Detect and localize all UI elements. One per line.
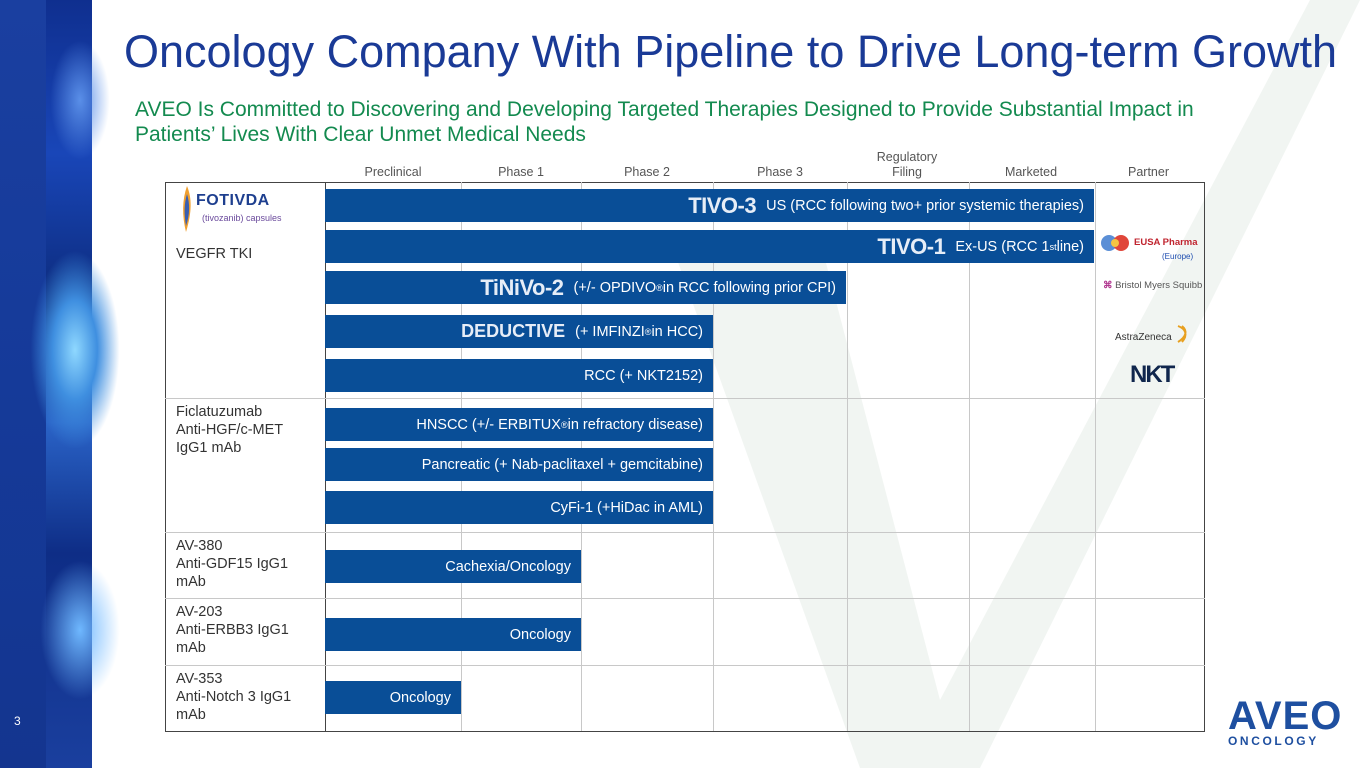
band-glow [50,40,110,160]
program-label: AV-203 Anti-ERBB3 IgG1 mAb [176,604,289,656]
program-cell: AV-380 Anti-GDF15 IgG1 mAb [165,532,326,599]
bms-label: Bristol Myers Squibb [1115,280,1203,291]
bar-label-sup: ® [560,419,568,430]
bar-label-tail: line) [1056,238,1084,255]
stage-header: Partner [1128,165,1169,179]
bar-label-sup: st [1049,241,1057,252]
astrazeneca-logo: AstraZeneca [1115,325,1190,343]
program-label: AV-380 Anti-GDF15 IgG1 mAb [176,538,289,590]
trial-logo: TIVO-1 [877,233,946,259]
bar-label: Oncology [389,689,451,706]
bar-label: (+/- OPDIVO [573,279,657,296]
pipeline-bar: TiNiVo-2 (+/- OPDIVO ® in RCC following p… [325,271,846,304]
bar-label: US (RCC following two+ prior systemic th… [766,197,1084,214]
fotivda-sub: (tivozanib) capsules [202,213,282,223]
left-decorative-band: 3 [0,0,120,768]
pipeline-bar: CyFi-1 (+HiDac in AML) [325,491,713,524]
az-label: AstraZeneca [1115,332,1172,343]
program-cell: AV-353 Anti-Notch 3 IgG1 mAb [165,665,326,732]
trial-logo: DEDUCTIVE [461,321,566,341]
bar-label: Pancreatic (+ Nab-paclitaxel + gemcitabi… [421,456,703,473]
pipeline-bar: DEDUCTIVE (+ IMFINZI ® in HCC) [325,315,713,348]
bar-label: Oncology [509,626,571,643]
aveo-sub: ONCOLOGY [1228,734,1319,748]
program-cell: Ficlatuzumab Anti-HGF/c-MET IgG1 mAb [165,398,326,533]
bar-label: RCC (+ NKT2152) [584,367,703,384]
fotivda-logo: FOTIVDA (tivozanib) capsules [180,186,282,237]
stage-header: Phase 2 [624,165,670,179]
bar-label: (+ IMFINZI [575,323,645,340]
bar-label-sup: ® [656,282,663,293]
program-cell: AV-203 Anti-ERBB3 IgG1 mAb [165,598,326,666]
stage-header: Marketed [1004,165,1058,179]
program-label: VEGFR TKI [176,246,253,262]
page-number: 3 [14,714,21,728]
trial-logo: TiNiVo-2 [480,274,564,300]
bar-label: HNSCC (+/- ERBITUX [416,416,561,433]
slide-title: Oncology Company With Pipeline to Drive … [124,26,1338,77]
eusa-label: EUSA Pharma [1134,237,1198,248]
bms-mark-icon: ⌘ [1103,280,1113,291]
aveo-oncology-logo: AVEO ONCOLOGY [1228,696,1342,748]
bar-label: Cachexia/Oncology [445,558,571,575]
stage-header: Preclinical [364,165,422,179]
pipeline-bar: Cachexia/Oncology [325,550,581,583]
stage-header: Phase 1 [498,165,544,179]
stage-header: Regulatory Filing [876,150,938,179]
fotivda-name: FOTIVDA [196,192,270,209]
eusa-mark-icon [1101,235,1129,251]
bar-label: Ex-US (RCC 1 [955,238,1050,255]
pipeline-bar: Oncology [325,681,461,714]
eusa-region: (Europe) [1162,252,1194,261]
bar-label-tail: in HCC) [651,323,703,340]
pipeline-bar: RCC (+ NKT2152) [325,359,713,392]
program-label: Ficlatuzumab Anti-HGF/c-MET IgG1 mAb [176,404,284,456]
slide-subtitle: AVEO Is Committed to Discovering and Dev… [135,98,1194,146]
az-swirl-icon [1177,325,1187,343]
nkt-logo: NKT [1130,361,1175,388]
program-label: AV-353 Anti-Notch 3 IgG1 mAb [176,671,292,723]
program-cell: VEGFR TKI [165,182,326,399]
stage-header: Phase 3 [757,165,803,179]
pipeline-bar: TIVO-3 US (RCC following two+ prior syst… [325,189,1094,222]
pipeline-bar: Pancreatic (+ Nab-paclitaxel + gemcitabi… [325,448,713,481]
bar-label: CyFi-1 (+HiDac in AML) [550,499,703,516]
pipeline-bar: HNSCC (+/- ERBITUX ® in refractory diseas… [325,408,713,441]
eusa-pharma-logo: EUSA Pharma (Europe) [1100,234,1198,261]
pipeline-bar: Oncology [325,618,581,651]
bar-label-tail: in refractory disease) [567,416,703,433]
bar-label-sup: ® [644,326,652,337]
bms-logo: ⌘ Bristol Myers Squibb [1103,280,1202,291]
aveo-wordmark: AVEO [1228,694,1343,738]
bar-label-tail: in RCC following prior CPI) [662,279,836,296]
trial-logo: TIVO-3 [688,192,757,218]
flame-icon [183,186,191,232]
band-glow [30,250,120,450]
band-glow [40,560,120,700]
